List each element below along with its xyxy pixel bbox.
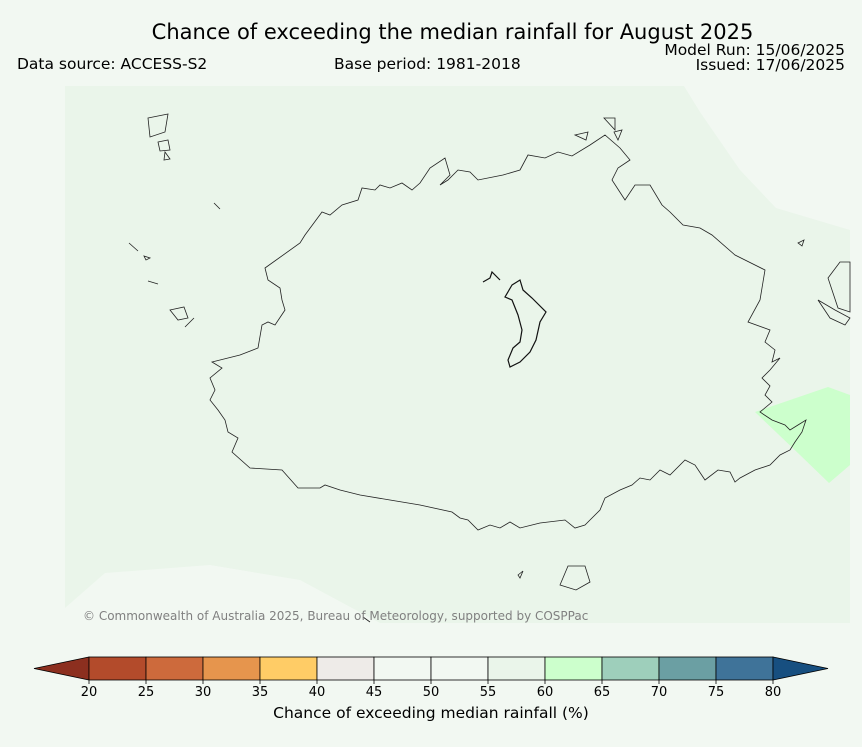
island-northwest-1 xyxy=(147,113,169,138)
colorbar-tick-label: 40 xyxy=(309,685,326,700)
colorbar-segment xyxy=(145,656,204,681)
colorbar-tick-label: 80 xyxy=(765,685,782,700)
colorbar-under-arrow xyxy=(33,656,90,681)
issued-label: Issued: 17/06/2025 xyxy=(695,56,845,74)
colorbar-tick-label: 55 xyxy=(480,685,497,700)
colorbar-tick-label: 25 xyxy=(138,685,155,700)
island-south xyxy=(362,565,591,623)
island-west-2 xyxy=(128,202,221,328)
colorbar-segment xyxy=(316,656,375,681)
map-field-45-50-southwest xyxy=(65,565,380,623)
colorbar-segment xyxy=(544,656,603,681)
map-field-45-50-northeast xyxy=(684,86,850,230)
colorbar-group: 20 25 30 35 40 45 50 55 60 65 70 75 80 xyxy=(33,656,829,700)
colorbar-tick-label: 35 xyxy=(252,685,269,700)
colorbar-tick-label: 60 xyxy=(537,685,554,700)
colorbar-segment xyxy=(430,656,489,681)
colorbar-tick-label: 70 xyxy=(651,685,668,700)
copyright-notice: © Commonwealth of Australia 2025, Bureau… xyxy=(83,609,589,623)
island-northeast xyxy=(573,117,805,247)
map-field-60-65-east xyxy=(755,387,850,483)
map-field-50-55 xyxy=(65,86,850,623)
colorbar-segment xyxy=(202,656,261,681)
colorbar-segment xyxy=(715,656,774,681)
run-info: Model Run: 15/06/2025 Issued: 17/06/2025 xyxy=(664,41,845,74)
colorbar-tick-label: 65 xyxy=(594,685,611,700)
colorbar-over-arrow xyxy=(772,656,829,681)
island-northwest-2 xyxy=(157,139,171,161)
colorbar-tick-label: 75 xyxy=(708,685,725,700)
colorbar-tick-label: 45 xyxy=(366,685,383,700)
colorbar-tick-label: 50 xyxy=(423,685,440,700)
coastline-main-island xyxy=(209,134,807,531)
colorbar-segment xyxy=(658,656,717,681)
colorbar-label: Chance of exceeding median rainfall (%) xyxy=(273,704,589,722)
data-source-label: Data source: ACCESS-S2 xyxy=(17,55,208,73)
colorbar-segment xyxy=(259,656,318,681)
island-west-1 xyxy=(169,306,189,321)
colorbar-segment xyxy=(88,656,147,681)
island-center xyxy=(482,270,547,368)
colorbar-segment xyxy=(487,656,546,681)
colorbar-segment xyxy=(601,656,660,681)
map-title: Chance of exceeding the median rainfall … xyxy=(151,20,754,44)
base-period-label: Base period: 1981-2018 xyxy=(334,55,521,73)
island-east xyxy=(817,261,851,326)
colorbar-tick-label: 20 xyxy=(81,685,98,700)
colorbar-segment xyxy=(373,656,432,681)
colorbar-tick-label: 30 xyxy=(195,685,212,700)
model-run-label: Model Run: 15/06/2025 xyxy=(664,41,845,59)
